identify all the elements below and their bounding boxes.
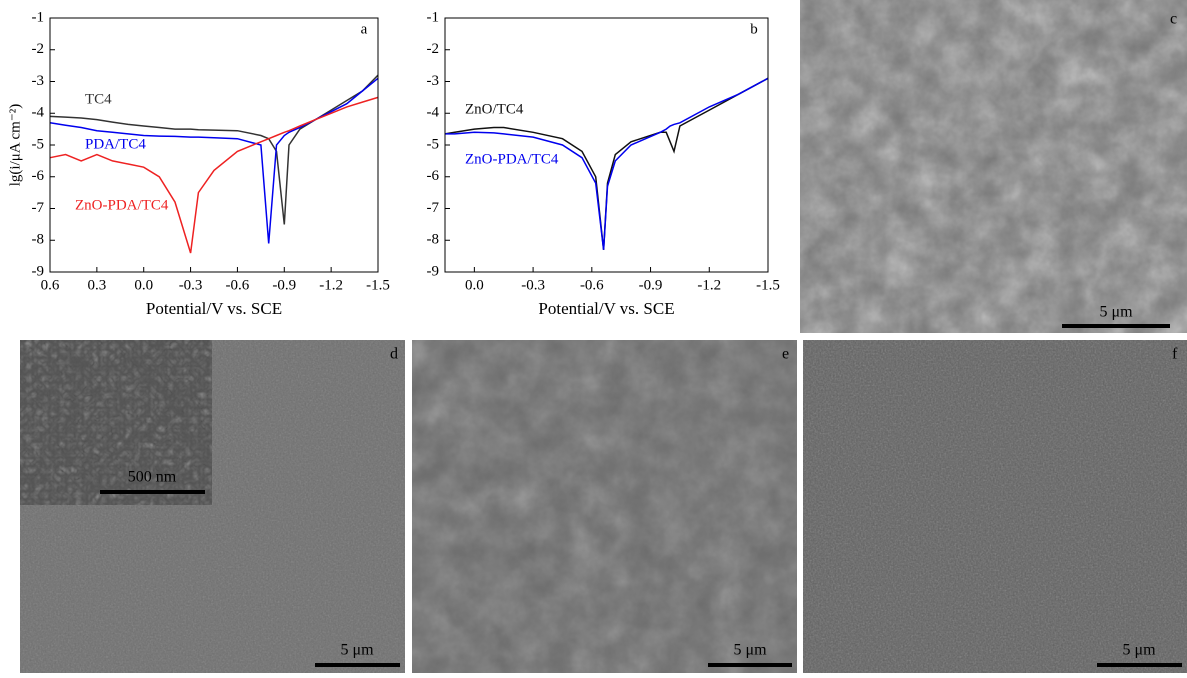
y-tick-label: -7: [427, 200, 440, 216]
panel-label: b: [750, 21, 758, 37]
figure: c 5 μm d 5 μm 500 nm e 5 μm f 5 μm TC4 PD…: [0, 0, 1187, 673]
x-axis-label: Potential/V vs. SCE: [538, 299, 674, 318]
panel-label: a: [361, 21, 368, 37]
x-tick-label: 0.6: [41, 277, 60, 293]
sem-texture: [800, 0, 1187, 333]
scale-label: 5 μm: [1122, 642, 1156, 659]
x-tick-label: -1.5: [366, 277, 390, 293]
y-axis-label: lg(i/μA cm⁻²): [7, 104, 23, 187]
x-tick-label: -0.9: [639, 277, 663, 293]
y-tick-label: -7: [32, 200, 45, 216]
scale-label: 5 μm: [733, 642, 767, 659]
x-tick-label: -0.9: [272, 277, 296, 293]
y-tick-label: -9: [32, 263, 45, 279]
series-line: [50, 97, 378, 253]
y-tick-label: -6: [32, 168, 45, 184]
y-tick-label: -3: [427, 73, 440, 89]
x-tick-label: -0.3: [521, 277, 545, 293]
y-tick-label: -4: [427, 105, 440, 121]
x-tick-label: -1.2: [319, 277, 343, 293]
scale-label: 5 μm: [1099, 304, 1133, 321]
y-tick-label: -9: [427, 263, 440, 279]
series-label: TC4: [85, 91, 112, 107]
sem-texture: [20, 340, 212, 505]
x-axis-label: Potential/V vs. SCE: [146, 299, 282, 318]
y-tick-label: -5: [32, 136, 45, 152]
plot-frame: [445, 18, 768, 272]
y-tick-label: -1: [427, 9, 440, 25]
panel-label: d: [390, 346, 398, 363]
sem-texture: [803, 340, 1187, 673]
x-tick-label: 0.0: [465, 277, 484, 293]
sem-images: c 5 μm d 5 μm 500 nm e 5 μm f 5 μm: [20, 0, 1187, 673]
series-label: ZnO-PDA/TC4: [75, 197, 169, 213]
x-tick-label: -0.3: [179, 277, 203, 293]
series-label: ZnO-PDA/TC4: [465, 151, 559, 167]
x-tick-label: -0.6: [226, 277, 250, 293]
scale-label: 5 μm: [340, 642, 374, 659]
x-tick-label: -1.5: [756, 277, 780, 293]
panel-label: c: [1170, 11, 1177, 28]
y-tick-label: -2: [32, 41, 45, 57]
series-label: PDA/TC4: [85, 136, 146, 152]
sem-texture: [412, 340, 797, 673]
series-label: ZnO/TC4: [465, 101, 524, 117]
panel-label: f: [1172, 346, 1178, 363]
y-tick-label: -8: [32, 232, 45, 248]
x-tick-label: 0.3: [87, 277, 106, 293]
y-tick-label: -8: [427, 232, 440, 248]
y-tick-label: -6: [427, 168, 440, 184]
y-tick-label: -2: [427, 41, 440, 57]
x-tick-label: 0.0: [134, 277, 153, 293]
scale-label: 500 nm: [128, 469, 177, 486]
x-tick-label: -0.6: [580, 277, 604, 293]
y-tick-label: -3: [32, 73, 45, 89]
x-tick-label: -1.2: [697, 277, 721, 293]
panel-label: e: [782, 346, 789, 363]
y-tick-label: -5: [427, 136, 440, 152]
y-tick-label: -4: [32, 105, 45, 121]
y-tick-label: -1: [32, 9, 45, 25]
